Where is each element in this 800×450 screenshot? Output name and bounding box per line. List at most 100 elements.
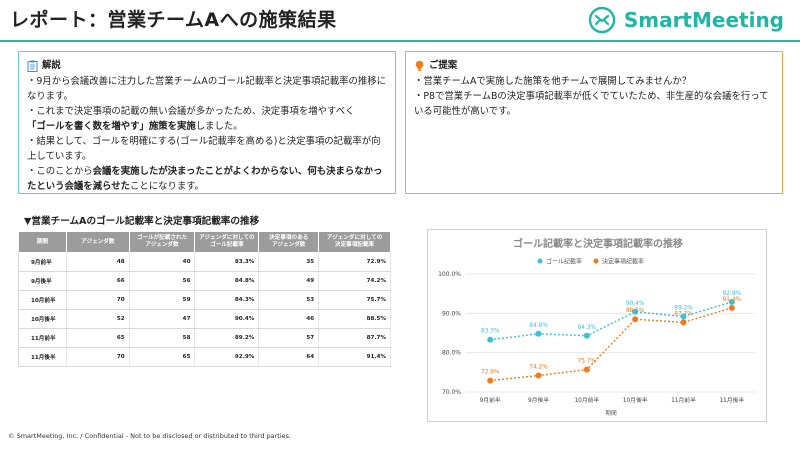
table-cell-period: 11月前半 [18, 328, 67, 348]
x-axis-label: 期間 [605, 410, 617, 417]
table-header-cell: 期間 [18, 231, 67, 253]
x-tick-label: 10月前半 [574, 396, 599, 404]
table-cell: 70 [66, 347, 130, 367]
table-header-cell: アジェンダに対しての ゴール記載率 [194, 231, 260, 253]
summary-line-2-text-a: ・これまで決定事項の記載の無い会議が多かったため、決定事項を増やすべく [27, 106, 355, 117]
table-cell-period: 9月後半 [18, 271, 67, 291]
table-cell: 48 [66, 252, 130, 272]
table-header-row: 期間 アジェンダ数 ゴールが記載された アジェンダ数 アジェンダに対しての ゴール記… [18, 231, 391, 253]
y-tick-label: 100.0% [438, 271, 461, 278]
summary-line-4-text-a: ・このことから [27, 166, 93, 177]
table-cell: 83.3% [194, 252, 260, 272]
clipboard-icon [27, 60, 38, 72]
table-cell: 59 [129, 290, 196, 310]
proposal-box: ご提案 ・営業チームAで実施した施策を他チームで展開してみませんか？ ・P8で営… [405, 51, 783, 194]
table-header-cell: アジェンダに対しての 決定事項記載率 [318, 231, 391, 253]
chart-title: ゴール記載率と決定事項記載率の推移 [513, 237, 683, 250]
table-cell-period: 10月前半 [18, 290, 67, 310]
summary-line-2-bold: 「ゴールを書く数を増やす」施策を実施 [27, 121, 196, 132]
data-point [632, 316, 639, 323]
data-point [535, 330, 542, 337]
table-cell: 46 [258, 309, 320, 329]
table-cell: 90.4% [194, 309, 260, 329]
legend-marker [593, 258, 599, 264]
table-cell: 65 [66, 328, 130, 348]
table-cell: 35 [258, 252, 320, 272]
table-cell: 66 [66, 271, 130, 291]
table-cell: 53 [258, 290, 320, 310]
table-row: 10月前半 70 59 84.3% 53 75.7% [18, 290, 391, 310]
page-title: レポート：営業チームAへの施策結果 [10, 9, 337, 31]
proposal-line-2: ・P8で営業チームBの決定事項記載率が低くでていたため、非生産的な会議を行ってい… [414, 91, 769, 117]
table-cell: 40 [129, 252, 196, 272]
lightbulb-icon [415, 60, 424, 71]
data-point [535, 372, 542, 379]
summary-box: 解説 ・9月から会議改善に注力した営業チームAのゴール記載率と決定事項記載率の推… [18, 51, 396, 194]
data-point [728, 304, 735, 311]
y-tick-label: 90.0% [442, 310, 461, 317]
summary-line-1: ・9月から会議改善に注力した営業チームAのゴール記載率と決定事項記載率の推移にな… [27, 76, 386, 102]
table-cell: 64 [258, 347, 320, 367]
data-label: 74.2% [529, 364, 548, 370]
y-tick-label: 80.0% [442, 350, 461, 357]
data-label: 92.9% [723, 291, 742, 297]
summary-line-4-text-c: ことになります。 [129, 181, 205, 192]
table-cell: 89.2% [194, 328, 260, 348]
legend-label: ゴール記載率 [546, 258, 582, 266]
data-label: 89.2% [674, 305, 693, 311]
table-cell: 74.2% [318, 271, 391, 291]
header: レポート：営業チームAへの施策結果 SmartMeeting [0, 0, 800, 40]
summary-line-4: ・このことから会議を実施したが決まったことがよくわからない、何も決まらなかったと… [27, 164, 387, 194]
data-point [583, 366, 590, 373]
table-cell: 72.9% [318, 252, 391, 272]
summary-heading: 解説 [27, 58, 387, 73]
proposal-heading-text: ご提案 [429, 60, 458, 71]
table-cell: 56 [129, 271, 196, 291]
data-table: 期間 アジェンダ数 ゴールが記載された アジェンダ数 アジェンダに対しての ゴール記… [18, 231, 391, 367]
table-cell: 57 [258, 328, 320, 348]
proposal-line-1: ・営業チームAで実施した施策を他チームで展開してみませんか？ [414, 76, 692, 87]
x-tick-label: 11月前半 [671, 396, 696, 404]
data-point [632, 308, 639, 315]
table-row: 9月後半 66 56 84.8% 49 74.2% [18, 271, 391, 291]
section-title: ▼営業チームAのゴール記載率と決定事項記載率の推移 [24, 216, 260, 227]
table-row: 11月後半 70 65 92.9% 64 91.4% [18, 347, 391, 367]
table-cell-period: 9月前半 [18, 252, 67, 272]
table-cell-period: 10月後半 [18, 309, 67, 329]
summary-heading-text: 解説 [42, 60, 61, 71]
logo-text: SmartMeeting [623, 8, 784, 32]
x-tick-label: 10月後半 [623, 396, 648, 404]
table-cell: 84.8% [194, 271, 260, 291]
table-cell: 70 [66, 290, 130, 310]
table-cell: 65 [129, 347, 196, 367]
data-label: 88.5% [626, 308, 645, 314]
table-cell: 92.9% [194, 347, 260, 367]
table-header-cell: アジェンダ数 [65, 231, 130, 253]
table-cell: 47 [129, 309, 196, 329]
data-point [728, 298, 735, 305]
table-cell: 87.7% [318, 328, 391, 348]
data-label: 84.8% [529, 323, 548, 329]
table-row: 11月前半 65 58 89.2% 57 87.7% [18, 328, 391, 348]
table-row: 9月前半 48 40 83.3% 35 72.9% [18, 252, 391, 272]
x-tick-label: 9月前半 [480, 396, 501, 404]
data-point [680, 319, 687, 326]
header-divider [0, 40, 800, 42]
table-cell: 88.5% [318, 309, 391, 329]
data-label: 84.3% [578, 325, 597, 331]
x-tick-label: 11月後半 [719, 396, 744, 404]
data-label: 90.4% [626, 301, 645, 307]
y-tick-label: 70.0% [442, 389, 461, 396]
table-header-cell: ゴールが記載された アジェンダ数 [128, 231, 196, 253]
data-point [487, 336, 494, 343]
table-cell: 75.7% [318, 290, 391, 310]
table-body: 9月前半 48 40 83.3% 35 72.9% 9月後半 66 56 84.8% 49 74.2%… [18, 252, 391, 367]
data-label: 87.7% [674, 311, 693, 317]
legend-label: 決定事項記載率 [602, 258, 644, 266]
smartmeeting-logo-icon [588, 6, 616, 34]
data-point [583, 332, 590, 339]
table-row: 10月後半 52 47 90.4% 46 88.5% [18, 309, 391, 329]
data-label: 75.7% [578, 359, 597, 365]
summary-line-2: ・これまで決定事項の記載の無い会議が多かったため、決定事項を増やすべく 「ゴールを… [27, 104, 387, 134]
table-cell: 58 [129, 328, 196, 348]
